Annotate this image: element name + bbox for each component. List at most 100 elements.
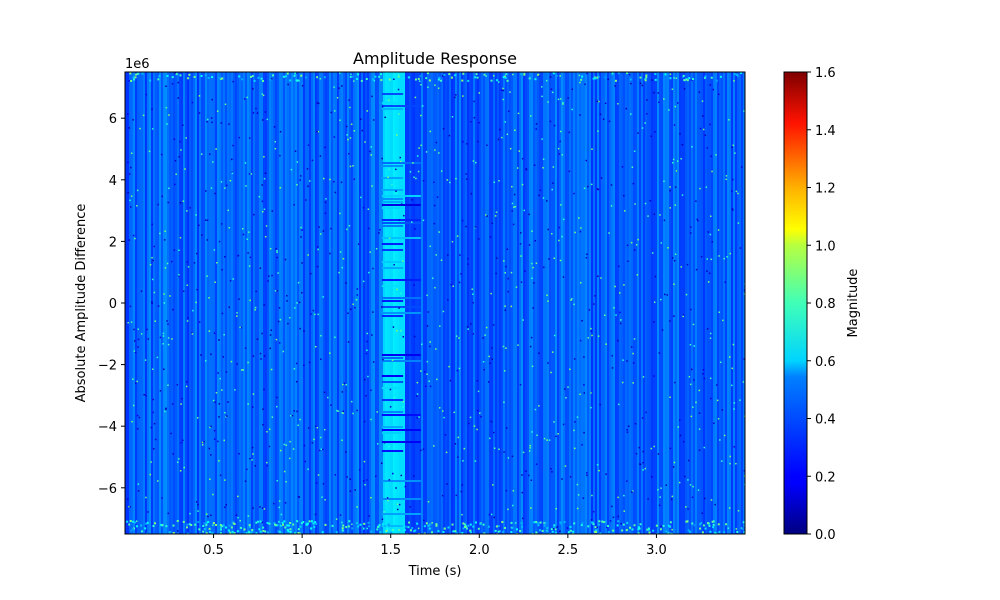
- heatmap-speckle: [372, 361, 375, 363]
- heatmap-speckle: [631, 491, 633, 493]
- heatmap-speckle: [562, 276, 565, 278]
- heatmap-column: [199, 72, 201, 534]
- heatmap-speckle: [137, 346, 139, 348]
- heatmap-edge-speckle: [477, 527, 480, 530]
- heatmap-speckle: [474, 226, 477, 228]
- heatmap-edge-speckle: [292, 523, 295, 526]
- heatmap-speckle: [733, 408, 735, 410]
- heatmap-speckle: [435, 348, 437, 350]
- heatmap-edge-speckle: [667, 524, 670, 527]
- heatmap-edge-speckle: [260, 77, 263, 80]
- heatmap-speckle: [159, 232, 161, 235]
- heatmap-edge-speckle: [469, 529, 472, 532]
- heatmap-edge-speckle: [462, 522, 465, 525]
- heatmap-column: [297, 72, 299, 534]
- heatmap-edge-speckle: [654, 78, 657, 81]
- heatmap-speckle: [127, 191, 129, 194]
- band-stripe: [381, 312, 421, 314]
- heatmap-speckle: [478, 92, 480, 94]
- heatmap-column: [599, 72, 601, 534]
- heatmap-speckle: [392, 472, 394, 475]
- heatmap-speckle: [342, 383, 344, 386]
- heatmap-speckle: [556, 526, 558, 528]
- heatmap-edge-speckle: [428, 527, 431, 530]
- heatmap-edge-speckle: [551, 530, 554, 533]
- heatmap-speckle: [312, 309, 315, 312]
- heatmap-speckle: [631, 166, 634, 168]
- heatmap-speckle: [705, 186, 708, 188]
- heatmap-edge-speckle: [629, 78, 632, 81]
- heatmap-column: [345, 72, 347, 534]
- heatmap-edge-speckle: [168, 531, 171, 534]
- heatmap-speckle: [224, 506, 226, 508]
- heatmap-speckle: [372, 311, 374, 313]
- heatmap-column: [261, 72, 263, 534]
- heatmap-column: [683, 72, 685, 534]
- heatmap-column: [655, 72, 657, 534]
- heatmap-speckle: [185, 137, 187, 139]
- heatmap-column: [465, 72, 467, 534]
- heatmap-speckle: [687, 508, 689, 510]
- heatmap-speckle: [187, 266, 190, 268]
- heatmap-edge-speckle: [202, 524, 205, 527]
- heatmap-speckle: [594, 295, 596, 297]
- heatmap-speckle: [366, 332, 369, 335]
- heatmap-column: [571, 72, 573, 534]
- heatmap-speckle: [690, 308, 692, 311]
- heatmap-speckle: [440, 170, 443, 172]
- heatmap-speckle: [324, 201, 327, 204]
- band-stripe: [381, 201, 404, 203]
- heatmap-speckle: [356, 294, 359, 296]
- heatmap-edge-speckle: [546, 526, 549, 529]
- heatmap-edge-speckle: [688, 530, 691, 533]
- heatmap-speckle: [381, 105, 384, 108]
- heatmap-speckle: [149, 264, 152, 266]
- heatmap-edge-speckle: [535, 521, 538, 524]
- heatmap-speckle: [422, 180, 425, 182]
- heatmap-speckle: [689, 232, 692, 234]
- heatmap-speckle: [182, 290, 185, 292]
- heatmap-edge-speckle: [215, 523, 218, 526]
- heatmap-speckle: [154, 438, 157, 441]
- heatmap-speckle: [178, 275, 180, 277]
- heatmap-edge-speckle: [670, 532, 673, 534]
- heatmap-speckle: [506, 248, 509, 250]
- heatmap-column: [475, 72, 477, 534]
- heatmap-speckle: [314, 313, 316, 316]
- heatmap-speckle: [285, 480, 287, 483]
- band-stripe: [381, 300, 404, 302]
- heatmap-edge-speckle: [348, 520, 351, 523]
- heatmap-speckle: [244, 162, 247, 164]
- heatmap-column: [129, 72, 131, 534]
- heatmap-speckle: [478, 121, 480, 124]
- heatmap-edge-speckle: [552, 526, 555, 529]
- heatmap-speckle: [456, 369, 459, 372]
- heatmap-edge-speckle: [349, 75, 352, 78]
- heatmap-speckle: [438, 152, 440, 154]
- heatmap-speckle: [716, 399, 719, 402]
- heatmap-column: [319, 72, 321, 534]
- heatmap-speckle: [519, 243, 522, 245]
- heatmap-speckle: [352, 303, 354, 305]
- heatmap-speckle: [511, 504, 514, 507]
- heatmap-column: [695, 72, 697, 534]
- heatmap-speckle: [557, 147, 560, 150]
- heatmap-column: [519, 72, 521, 534]
- heatmap-speckle: [138, 416, 141, 419]
- heatmap-speckle: [352, 412, 354, 415]
- heatmap-speckle: [314, 345, 317, 348]
- heatmap-edge-speckle: [310, 527, 313, 530]
- heatmap-column: [393, 72, 395, 534]
- heatmap-speckle: [733, 80, 735, 82]
- heatmap-speckle: [144, 359, 147, 361]
- heatmap-edge-speckle: [293, 532, 296, 534]
- heatmap-edge-speckle: [305, 523, 308, 526]
- heatmap-speckle: [581, 444, 583, 446]
- heatmap-speckle: [248, 231, 250, 233]
- heatmap-speckle: [279, 318, 282, 321]
- heatmap-column: [157, 72, 159, 534]
- heatmap-speckle: [492, 74, 495, 77]
- heatmap-speckle: [433, 222, 436, 225]
- heatmap-column: [183, 72, 185, 534]
- heatmap-speckle: [723, 257, 725, 260]
